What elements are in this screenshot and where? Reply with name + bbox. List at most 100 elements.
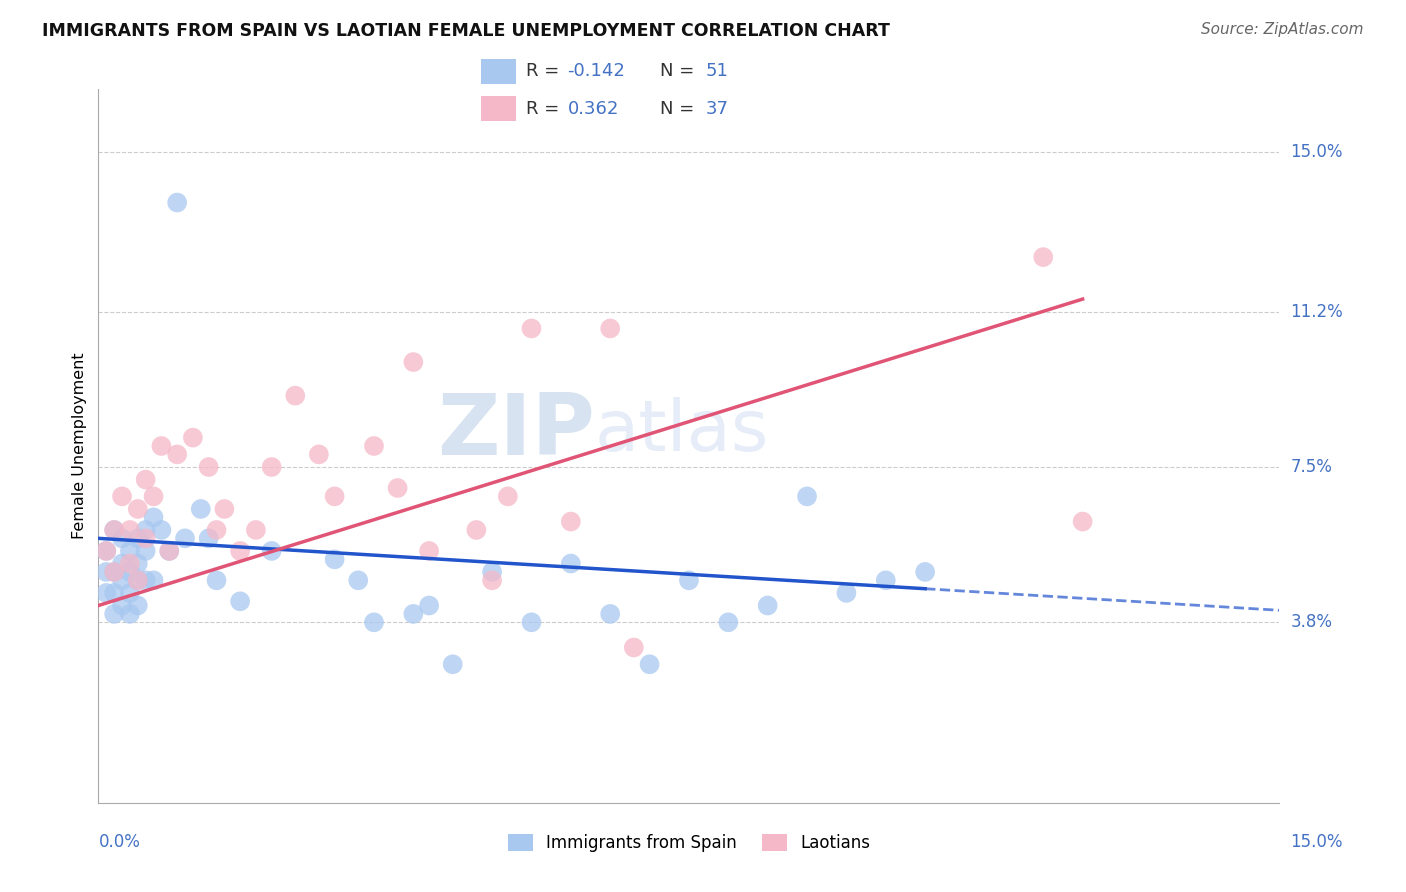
Point: [118, 565, 141, 579]
Point: [363, 439, 385, 453]
Point: [323, 489, 346, 503]
Point: [166, 447, 188, 461]
Bar: [481, 59, 516, 84]
Point: [157, 544, 180, 558]
Text: Source: ZipAtlas.com: Source: ZipAtlas.com: [1201, 22, 1364, 37]
Text: 11.2%: 11.2%: [1291, 302, 1343, 321]
Text: ZIP: ZIP: [437, 390, 595, 474]
Point: [284, 389, 307, 403]
Point: [103, 523, 125, 537]
Text: 15.0%: 15.0%: [1291, 143, 1343, 161]
Text: 15.0%: 15.0%: [1291, 833, 1343, 851]
Point: [323, 552, 346, 566]
Text: 0.0%: 0.0%: [98, 833, 141, 851]
Point: [103, 565, 125, 579]
Point: [96, 586, 118, 600]
Point: [520, 615, 543, 630]
Bar: [481, 96, 516, 121]
Point: [190, 502, 212, 516]
Text: N =: N =: [661, 100, 700, 118]
Text: -0.142: -0.142: [568, 62, 626, 80]
Point: [197, 460, 219, 475]
Point: [96, 565, 118, 579]
Point: [599, 321, 621, 335]
Point: [205, 574, 228, 588]
Point: [127, 574, 149, 588]
Point: [127, 599, 149, 613]
Text: 51: 51: [706, 62, 728, 80]
Point: [560, 515, 582, 529]
Text: atlas: atlas: [595, 397, 769, 467]
Point: [387, 481, 409, 495]
Point: [118, 607, 141, 621]
Point: [245, 523, 267, 537]
Point: [127, 502, 149, 516]
Point: [465, 523, 488, 537]
Point: [260, 544, 283, 558]
Point: [229, 594, 252, 608]
Point: [111, 557, 134, 571]
Point: [197, 532, 219, 546]
Point: [496, 489, 519, 503]
Point: [214, 502, 236, 516]
Point: [111, 489, 134, 503]
Point: [127, 557, 149, 571]
Point: [796, 489, 818, 503]
Y-axis label: Female Unemployment: Female Unemployment: [72, 352, 87, 540]
Point: [127, 532, 149, 546]
Point: [875, 574, 897, 588]
Point: [678, 574, 700, 588]
Point: [103, 565, 125, 579]
Point: [363, 615, 385, 630]
Point: [135, 523, 157, 537]
Legend: Immigrants from Spain, Laotians: Immigrants from Spain, Laotians: [501, 827, 877, 859]
Point: [142, 489, 165, 503]
Point: [1071, 515, 1094, 529]
Point: [402, 355, 425, 369]
Text: N =: N =: [661, 62, 700, 80]
Point: [418, 599, 440, 613]
Point: [756, 599, 779, 613]
Text: 7.5%: 7.5%: [1291, 458, 1333, 476]
Point: [103, 607, 125, 621]
Point: [1032, 250, 1054, 264]
Point: [166, 195, 188, 210]
Point: [418, 544, 440, 558]
Text: 37: 37: [706, 100, 728, 118]
Point: [347, 574, 370, 588]
Point: [96, 544, 118, 558]
Point: [835, 586, 858, 600]
Point: [638, 657, 661, 672]
Point: [111, 599, 134, 613]
Point: [308, 447, 330, 461]
Point: [402, 607, 425, 621]
Point: [118, 557, 141, 571]
Point: [623, 640, 645, 655]
Point: [118, 523, 141, 537]
Point: [520, 321, 543, 335]
Point: [135, 544, 157, 558]
Point: [481, 574, 503, 588]
Point: [150, 439, 173, 453]
Point: [96, 544, 118, 558]
Point: [118, 544, 141, 558]
Point: [205, 523, 228, 537]
Point: [135, 532, 157, 546]
Point: [142, 510, 165, 524]
Point: [441, 657, 464, 672]
Point: [142, 574, 165, 588]
Point: [229, 544, 252, 558]
Point: [127, 574, 149, 588]
Point: [717, 615, 740, 630]
Text: 0.362: 0.362: [568, 100, 619, 118]
Text: R =: R =: [526, 62, 565, 80]
Text: R =: R =: [526, 100, 571, 118]
Point: [481, 565, 503, 579]
Point: [111, 574, 134, 588]
Point: [111, 532, 134, 546]
Point: [914, 565, 936, 579]
Point: [150, 523, 173, 537]
Text: 3.8%: 3.8%: [1291, 614, 1333, 632]
Point: [103, 523, 125, 537]
Point: [260, 460, 283, 475]
